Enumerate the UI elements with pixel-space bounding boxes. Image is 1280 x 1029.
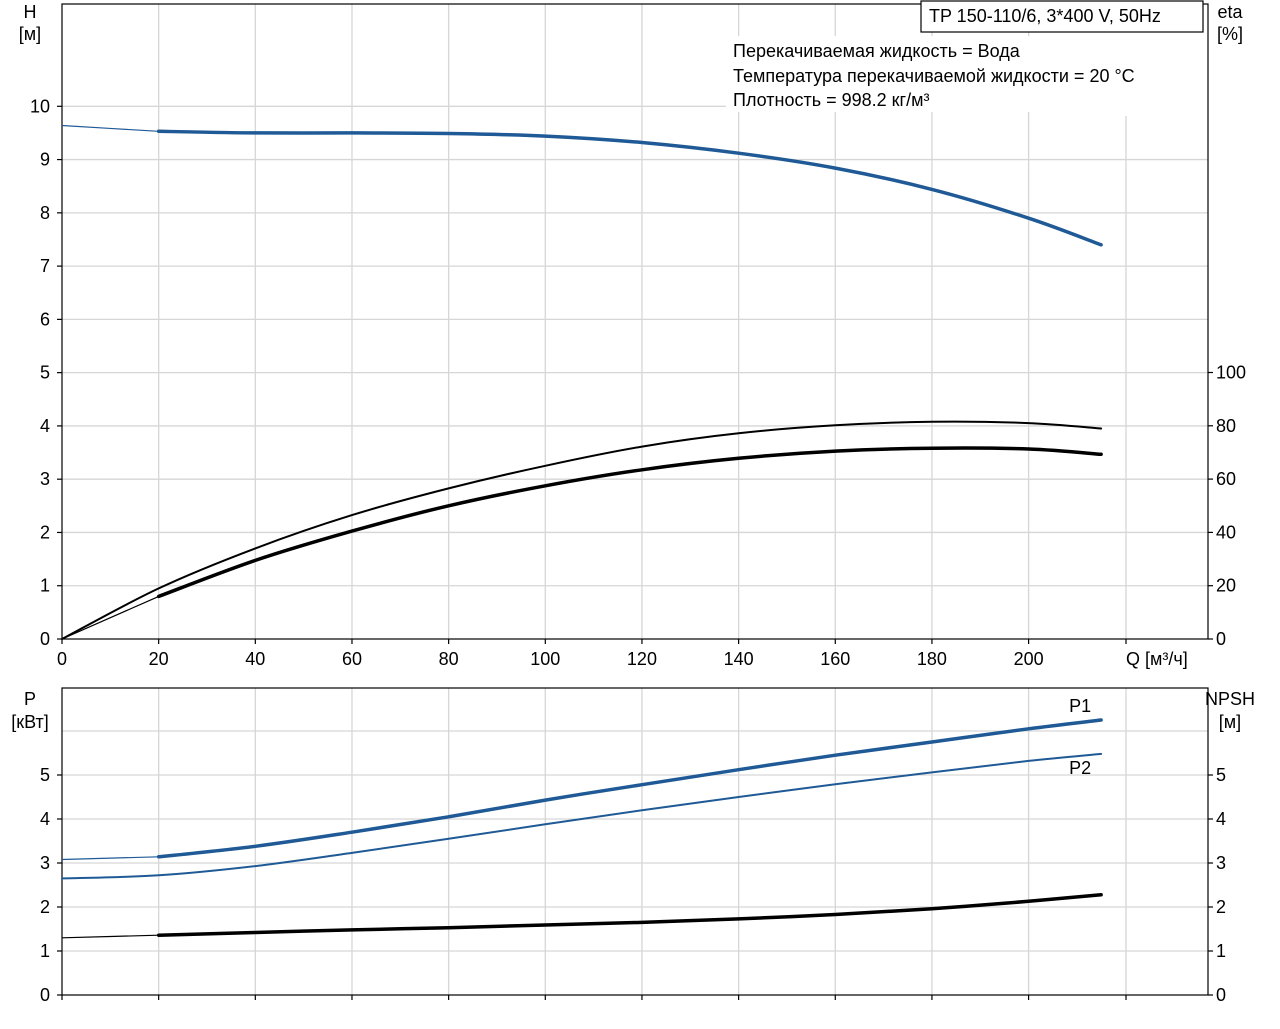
left-axis-tick-label: 0 (40, 629, 50, 649)
left-axis-tick-label: 1 (40, 941, 50, 961)
p2-curve (62, 754, 1101, 879)
info-temperature: Температура перекачиваемой жидкости = 20… (733, 66, 1135, 86)
right-axis-tick-label: 4 (1216, 809, 1226, 829)
right-axis-title: NPSH (1205, 689, 1255, 709)
p1-extrapolated-line (62, 857, 159, 860)
right-axis-tick-label: 100 (1216, 363, 1246, 383)
right-axis-tick-label: 0 (1216, 629, 1226, 649)
power-npsh-panel: 0 1 2 3 4 5 0 1 2 3 4 5 P [кВт] NPSH [м] P1 P2 (11, 688, 1255, 1005)
left-axis-unit: [м] (19, 24, 41, 44)
x-axis-tick-label: 160 (820, 649, 850, 669)
right-axis-unit: [%] (1217, 24, 1243, 44)
x-axis-label: Q [м³/ч] (1126, 649, 1188, 669)
p1-curve (159, 720, 1101, 857)
pump-model-text: TP 150-110/6, 3*400 V, 50Hz (929, 6, 1161, 26)
left-axis-title: H (24, 2, 37, 22)
left-axis-tick-label: 3 (40, 469, 50, 489)
npsh-extrapolated-line (62, 935, 159, 938)
left-axis-tick-label: 5 (40, 765, 50, 785)
right-axis-tick-label: 60 (1216, 469, 1236, 489)
eta_upper-curve (62, 422, 1101, 639)
h-extrapolated-line (62, 126, 159, 132)
x-axis-tick-label: 100 (530, 649, 560, 669)
x-axis-tick-label: 120 (627, 649, 657, 669)
x-axis-tick-label: 40 (245, 649, 265, 669)
series-label-p1: P1 (1069, 696, 1091, 716)
right-axis-tick-label: 2 (1216, 897, 1226, 917)
info-density: Плотность = 998.2 кг/м³ (733, 90, 929, 110)
x-axis-tick-label: 200 (1014, 649, 1044, 669)
left-axis-tick-label: 2 (40, 522, 50, 542)
right-axis-tick-label: 5 (1216, 765, 1226, 785)
right-axis-tick-label: 40 (1216, 522, 1236, 542)
h-curve (159, 131, 1101, 245)
left-axis-tick-label: 4 (40, 809, 50, 829)
left-axis-unit: [кВт] (11, 712, 49, 732)
x-axis-tick-label: 140 (724, 649, 754, 669)
left-axis-tick-label: 5 (40, 363, 50, 383)
left-axis-tick-label: 7 (40, 256, 50, 276)
x-axis-tick-label: 20 (149, 649, 169, 669)
left-axis-tick-label: 8 (40, 203, 50, 223)
left-axis-title: P (24, 689, 36, 709)
left-axis-tick-label: 4 (40, 416, 50, 436)
info-liquid: Перекачиваемая жидкость = Вода (733, 41, 1021, 61)
right-axis-title: eta (1217, 2, 1243, 22)
left-axis-tick-label: 3 (40, 853, 50, 873)
left-axis-tick-label: 0 (40, 985, 50, 1005)
x-axis-tick-label: 60 (342, 649, 362, 669)
right-axis-tick-label: 0 (1216, 985, 1226, 1005)
series-label-p2: P2 (1069, 758, 1091, 778)
eta_lower-curve (159, 448, 1101, 596)
left-axis-tick-label: 2 (40, 897, 50, 917)
x-axis-tick-label: 0 (57, 649, 67, 669)
right-axis-tick-label: 80 (1216, 416, 1236, 436)
x-axis-tick-label: 180 (917, 649, 947, 669)
plot-frame (62, 688, 1208, 995)
eta_lower-extrapolated-line (62, 596, 159, 639)
left-axis-tick-label: 9 (40, 150, 50, 170)
right-axis-tick-label: 3 (1216, 853, 1226, 873)
right-axis-tick-label: 1 (1216, 941, 1226, 961)
npsh-curve (159, 895, 1101, 936)
left-axis-tick-label: 10 (30, 96, 50, 116)
right-axis-unit: [м] (1219, 712, 1241, 732)
x-axis-tick-label: 80 (439, 649, 459, 669)
left-axis-tick-label: 1 (40, 576, 50, 596)
right-axis-tick-label: 20 (1216, 576, 1236, 596)
left-axis-tick-label: 6 (40, 309, 50, 329)
